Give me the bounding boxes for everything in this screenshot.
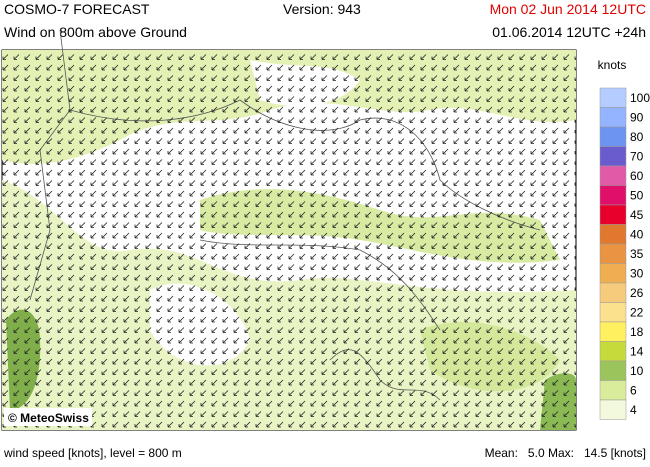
legend-swatch [599, 224, 627, 245]
legend-label: 100 [630, 91, 650, 105]
legend-label: 14 [630, 344, 644, 358]
legend-swatch [599, 204, 627, 225]
legend-swatch [599, 263, 627, 284]
legend-label: 40 [630, 227, 644, 241]
legend-swatch [599, 321, 627, 342]
legend-swatch [599, 126, 627, 147]
legend-label: 26 [630, 286, 644, 300]
legend-swatch [599, 380, 627, 401]
legend-swatch [599, 360, 627, 381]
legend-swatch [599, 302, 627, 323]
legend-label: 6 [630, 383, 637, 397]
legend-swatch [599, 165, 627, 186]
legend-unit: knots [598, 58, 627, 72]
legend-label: 30 [630, 266, 644, 280]
valid-time: Mon 02 Jun 2014 12UTC [490, 1, 646, 17]
legend-swatch [599, 185, 627, 206]
legend-swatch [599, 282, 627, 303]
legend-label: 4 [630, 403, 637, 417]
legend-label: 45 [630, 208, 644, 222]
legend-label: 60 [630, 169, 644, 183]
legend-label: 22 [630, 305, 644, 319]
legend-label: 10 [630, 364, 644, 378]
legend-label: 35 [630, 247, 644, 261]
footer-variable: wind speed [knots], level = 800 m [3, 446, 182, 460]
footer-stats: Mean: 5.0 Max: 14.5 [knots] [485, 446, 646, 460]
legend-swatch [599, 243, 627, 264]
legend-label: 70 [630, 149, 644, 163]
legend-swatch [599, 87, 627, 108]
legend-swatch [599, 146, 627, 167]
run-time: 01.06.2014 12UTC +24h [492, 24, 646, 40]
version: Version: 943 [283, 1, 361, 17]
map: © MeteoSwiss [1, 29, 577, 431]
subtitle: Wind on 800m above Ground [4, 24, 187, 40]
legend-label: 18 [630, 325, 644, 339]
legend-label: 90 [630, 110, 644, 124]
legend-label: 50 [630, 188, 644, 202]
legend-swatch [599, 399, 627, 420]
title: COSMO-7 FORECAST [4, 1, 150, 17]
legend-label: 80 [630, 130, 644, 144]
credit: © MeteoSwiss [8, 411, 89, 425]
legend-swatch [599, 341, 627, 362]
legend: 100 90 80 70 60 50 45 40 35 30 26 22 18 14 10 6 4 [599, 87, 650, 420]
legend-swatch [599, 107, 627, 128]
